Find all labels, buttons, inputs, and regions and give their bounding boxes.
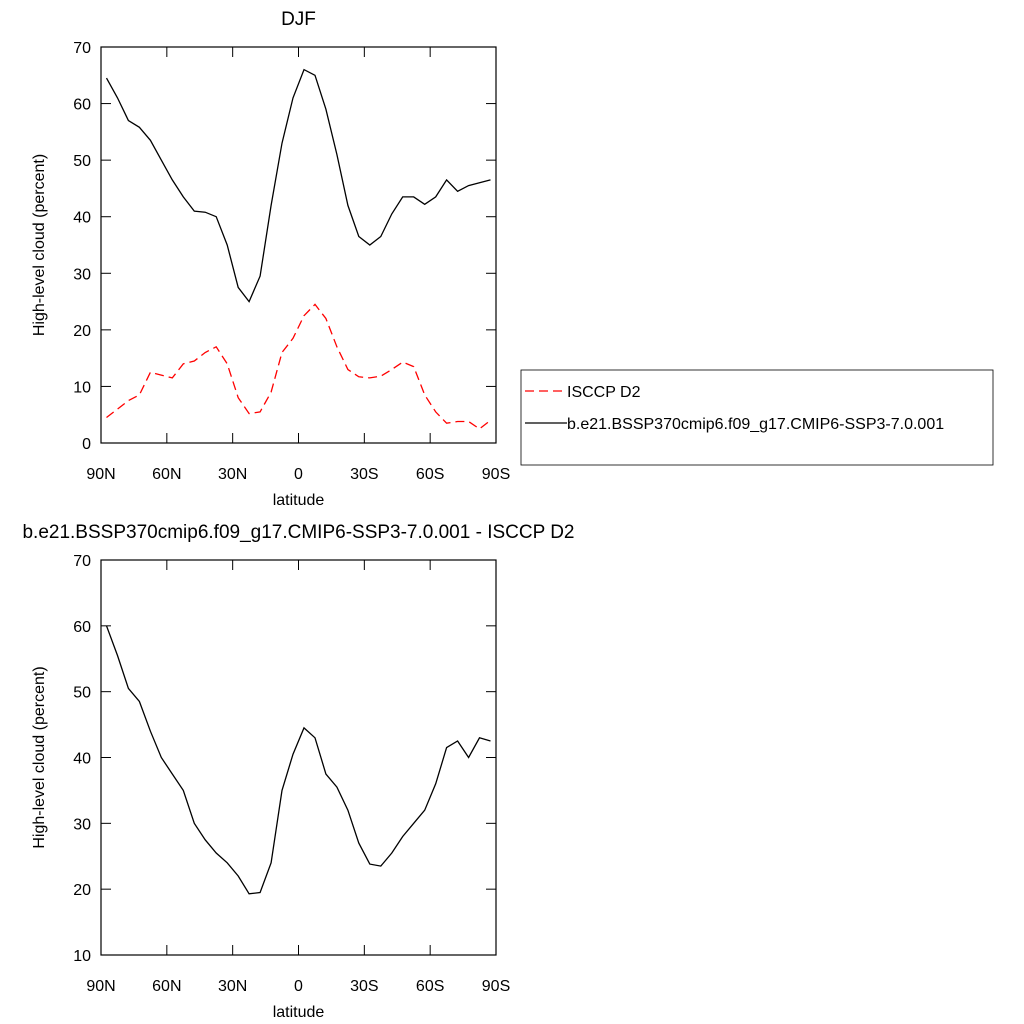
data-line — [106, 303, 491, 430]
y-tick-label: 30 — [73, 816, 91, 833]
y-axis-label: High-level cloud (percent) — [31, 154, 48, 336]
legend-box — [520, 369, 994, 466]
y-tick-label: 50 — [73, 153, 91, 170]
y-tick-label: 40 — [73, 751, 91, 768]
plot-frame — [100, 559, 497, 956]
y-tick-label: 40 — [73, 210, 91, 227]
legend-label: b.e21.BSSP370cmip6.f09_g17.CMIP6-SSP3-7.… — [567, 416, 944, 433]
x-axis-label: latitude — [273, 1004, 325, 1021]
y-tick-label: 20 — [73, 882, 91, 899]
y-tick-label: 30 — [73, 266, 91, 283]
x-tick-label: 30N — [218, 978, 247, 995]
data-line — [105, 68, 491, 303]
x-tick-label: 60N — [152, 466, 181, 483]
x-tick-label: 0 — [294, 466, 303, 483]
x-tick-label: 60S — [416, 978, 444, 995]
x-tick-label: 30S — [350, 978, 378, 995]
y-tick-label: 60 — [73, 97, 91, 114]
y-tick-label: 20 — [73, 323, 91, 340]
x-tick-label: 90N — [86, 978, 115, 995]
x-tick-label: 0 — [294, 978, 303, 995]
y-tick-label: 50 — [73, 685, 91, 702]
x-tick-label: 60S — [416, 466, 444, 483]
y-tick-label: 70 — [73, 553, 91, 570]
y-tick-label: 0 — [82, 436, 91, 453]
x-tick-label: 90N — [86, 466, 115, 483]
chart-title: b.e21.BSSP370cmip6.f09_g17.CMIP6-SSP3-7.… — [22, 522, 574, 543]
y-tick-label: 10 — [73, 379, 91, 396]
x-tick-label: 30N — [218, 466, 247, 483]
x-tick-label: 90S — [482, 466, 510, 483]
x-tick-label: 90S — [482, 978, 510, 995]
y-axis-label: High-level cloud (percent) — [31, 666, 48, 848]
data-line — [105, 625, 491, 895]
x-axis-label: latitude — [273, 492, 325, 509]
y-tick-label: 70 — [73, 40, 91, 57]
legend-label: ISCCP D2 — [567, 384, 641, 401]
y-tick-label: 10 — [73, 948, 91, 965]
y-tick-label: 60 — [73, 619, 91, 636]
plot-frame — [100, 46, 497, 444]
x-tick-label: 60N — [152, 978, 181, 995]
chart-title: DJF — [281, 9, 316, 30]
x-tick-label: 30S — [350, 466, 378, 483]
